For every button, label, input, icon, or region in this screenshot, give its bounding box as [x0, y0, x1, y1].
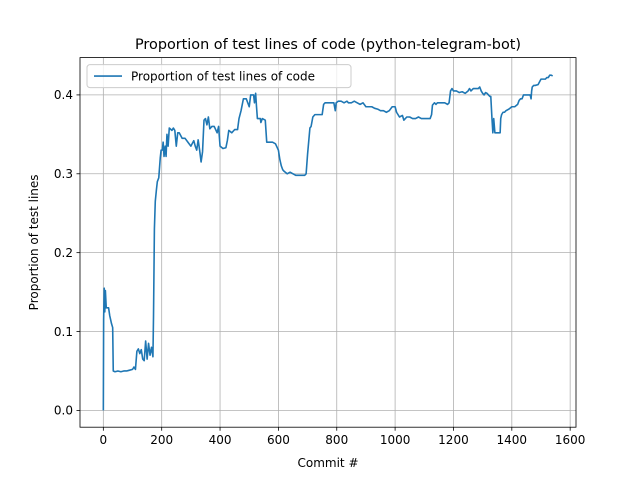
y-tick-label: 0.4	[54, 88, 73, 102]
legend-label: Proportion of test lines of code	[131, 70, 315, 84]
plot-frame	[79, 57, 577, 428]
x-axis-label: Commit #	[297, 456, 358, 470]
legend: Proportion of test lines of code	[86, 64, 352, 89]
series-line	[102, 74, 554, 411]
x-tick-label: 600	[267, 433, 290, 447]
x-tick-label: 400	[209, 433, 232, 447]
chart-title: Proportion of test lines of code (python…	[135, 37, 521, 53]
ticks: 0 200 400 600 800 1000 1200 1400 1600 0.0 0.1 0.2 0.…	[54, 88, 586, 447]
y-tick-label: 0.0	[54, 404, 73, 418]
x-tick-label: 1400	[497, 433, 528, 447]
y-tick-label: 0.1	[54, 325, 73, 339]
y-axis-label: Proportion of test lines	[27, 174, 41, 310]
x-tick-label: 800	[325, 433, 348, 447]
y-tick-label: 0.2	[54, 246, 73, 260]
x-tick-label: 1200	[438, 433, 469, 447]
x-tick-label: 0	[100, 433, 108, 447]
legend-box	[86, 64, 352, 89]
x-tick-label: 200	[150, 433, 173, 447]
x-tick-label: 1000	[380, 433, 411, 447]
grid	[80, 57, 576, 428]
y-tick-label: 0.3	[54, 167, 73, 181]
x-tick-label: 1600	[555, 433, 586, 447]
